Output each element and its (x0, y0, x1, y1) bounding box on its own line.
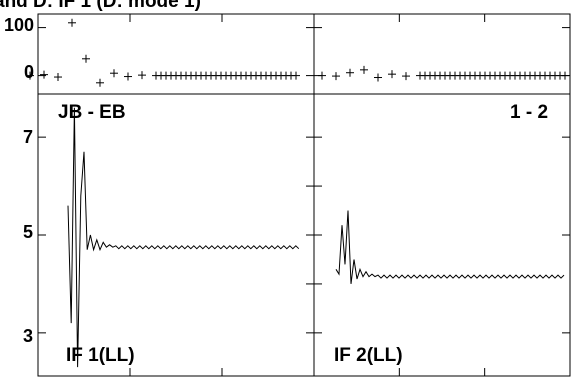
baseline-label-left: JB - EB (58, 102, 126, 123)
bottom-ytick-label-5: 5 (23, 222, 33, 242)
top-ytick-label-100: 100 (4, 15, 34, 35)
baseline-label-right: 1 - 2 (510, 102, 548, 123)
chart-title: and D: IF 1 (D: mode 1) (0, 0, 201, 12)
bottom-left-panel (37, 93, 315, 377)
data-marks (26, 18, 569, 368)
top-right-panel (313, 13, 571, 95)
axis-ticks (38, 14, 570, 376)
top-ytick-label-0: 0 (24, 62, 34, 82)
bottom-right-panel (313, 93, 571, 377)
if-label-left: IF 1(LL) (66, 345, 135, 366)
bottom-ytick-label-7: 7 (23, 127, 33, 147)
series-line-bottom-right (335, 210, 565, 284)
bottom-ytick-label-3: 3 (23, 326, 33, 346)
series-line-bottom-left (67, 107, 300, 368)
top-left-panel (37, 13, 315, 95)
if-label-right: IF 2(LL) (334, 345, 403, 366)
